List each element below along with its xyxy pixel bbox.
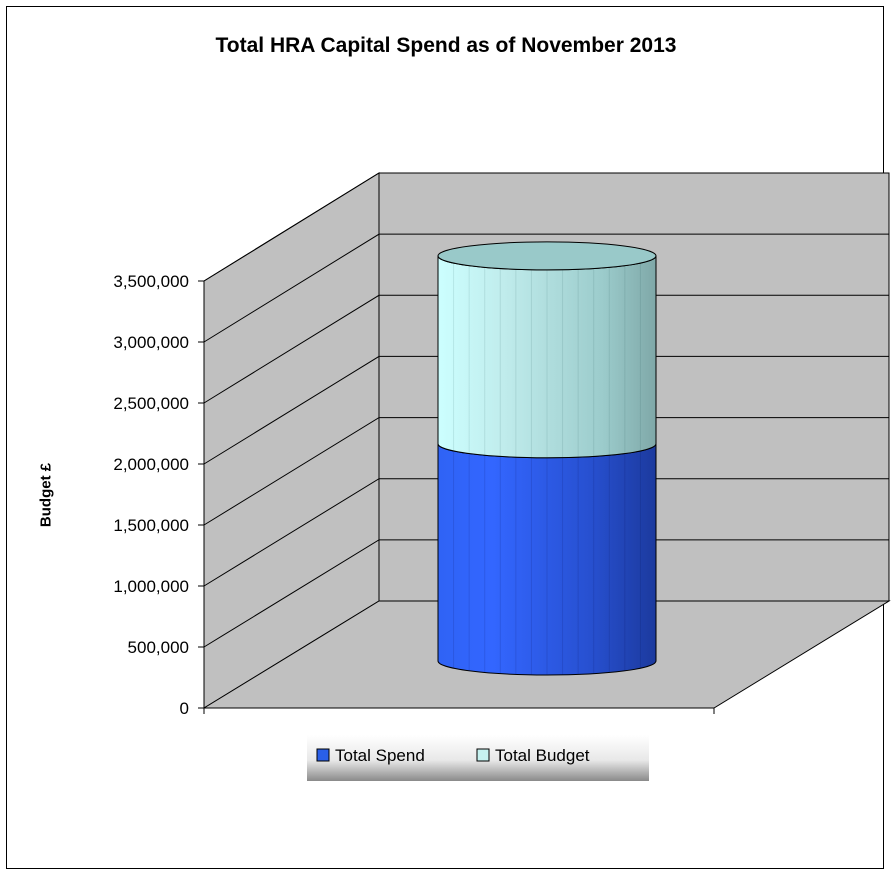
legend: Total Spend Total Budget xyxy=(307,735,649,781)
y-tick-label: 2,500,000 xyxy=(113,394,189,413)
chart-title: Total HRA Capital Spend as of November 2… xyxy=(215,34,677,57)
y-tick-label: 3,500,000 xyxy=(113,272,189,291)
cylinder-bar xyxy=(437,241,657,676)
y-tick-label: 0 xyxy=(180,699,189,718)
gridline xyxy=(203,172,889,282)
y-tick-label: 1,000,000 xyxy=(113,577,189,596)
gridline xyxy=(203,233,889,343)
gridline xyxy=(203,294,889,404)
gridline xyxy=(203,355,889,465)
gridlines xyxy=(203,172,889,648)
legend-swatch-total-budget xyxy=(476,748,490,762)
legend-label-total-spend: Total Spend xyxy=(335,746,425,765)
y-ticks: 0 500,000 1,000,000 1,500,000 2,000,000 2,500… xyxy=(113,272,204,718)
gridline xyxy=(203,417,889,526)
legend-swatch-total-spend xyxy=(316,748,330,762)
y-tick-label: 1,500,000 xyxy=(113,516,189,535)
y-tick-label: 500,000 xyxy=(128,638,189,657)
y-axis xyxy=(203,281,715,714)
cylinder-top-cap xyxy=(437,241,657,271)
gridline xyxy=(203,539,889,648)
gridline xyxy=(203,478,889,587)
legend-label-total-budget: Total Budget xyxy=(495,746,590,765)
y-tick-label: 2,000,000 xyxy=(113,455,189,474)
y-tick-label: 3,000,000 xyxy=(113,333,189,352)
